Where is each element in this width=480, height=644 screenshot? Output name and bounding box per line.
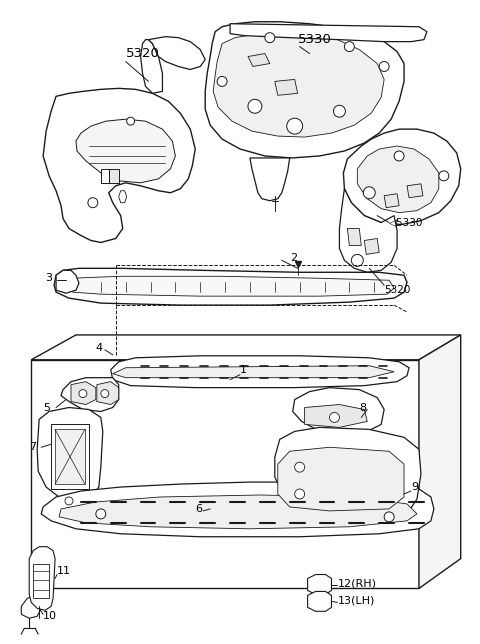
Polygon shape [275,428,421,524]
Polygon shape [55,430,85,484]
Polygon shape [71,382,96,404]
Circle shape [101,390,109,397]
Polygon shape [101,169,109,183]
Polygon shape [66,276,394,296]
Circle shape [363,187,375,199]
Polygon shape [348,229,361,245]
Circle shape [334,105,346,117]
Polygon shape [339,189,397,272]
Polygon shape [141,40,162,93]
Polygon shape [384,194,399,207]
Circle shape [329,412,339,422]
Text: 7: 7 [29,442,36,452]
Text: ◁5330: ◁5330 [389,218,423,227]
Text: 11: 11 [57,565,71,576]
Polygon shape [407,184,423,198]
Polygon shape [248,53,270,66]
Polygon shape [37,408,103,501]
Text: 8: 8 [360,402,366,413]
Polygon shape [419,335,461,589]
Polygon shape [56,270,79,293]
Circle shape [88,198,98,207]
Circle shape [394,151,404,161]
Polygon shape [111,355,409,388]
Circle shape [265,33,275,43]
Polygon shape [59,495,417,529]
Polygon shape [51,424,89,489]
Polygon shape [54,269,407,305]
Polygon shape [61,377,119,412]
Polygon shape [275,79,298,95]
Circle shape [295,489,305,499]
Polygon shape [113,366,394,377]
Text: 10: 10 [43,611,57,621]
Text: 12(RH): 12(RH) [337,578,376,589]
Polygon shape [109,169,119,183]
Circle shape [351,254,363,267]
Circle shape [96,509,106,519]
Polygon shape [31,360,419,589]
Circle shape [127,117,134,125]
Text: 5320: 5320 [126,47,159,60]
Circle shape [217,77,227,86]
Circle shape [379,62,389,71]
Polygon shape [21,596,41,618]
Polygon shape [148,37,205,70]
Circle shape [344,42,354,52]
Polygon shape [305,404,367,428]
Polygon shape [205,22,404,158]
Circle shape [287,118,302,134]
Text: 13(LH): 13(LH) [337,596,375,605]
Circle shape [248,99,262,113]
Polygon shape [33,564,49,598]
Polygon shape [308,574,332,594]
Text: 5: 5 [43,402,50,413]
Polygon shape [250,158,290,201]
Circle shape [79,390,87,397]
Text: 2: 2 [290,253,297,263]
Polygon shape [293,388,384,434]
Polygon shape [364,238,379,254]
Polygon shape [41,482,434,536]
Circle shape [65,497,73,505]
Polygon shape [97,382,119,404]
Polygon shape [230,24,427,42]
Circle shape [295,462,305,472]
Polygon shape [357,146,439,213]
Polygon shape [308,591,332,611]
Text: 4: 4 [96,343,103,353]
Text: 6: 6 [195,504,202,514]
Polygon shape [343,129,461,225]
Text: 5320: 5320 [384,285,410,295]
Circle shape [384,512,394,522]
Text: 5330: 5330 [298,33,332,46]
Polygon shape [31,335,461,360]
Polygon shape [29,547,55,611]
Polygon shape [76,119,175,183]
Text: 3: 3 [45,273,52,283]
Polygon shape [43,88,195,242]
Circle shape [439,171,449,181]
Polygon shape [278,448,404,511]
Polygon shape [119,191,127,203]
Text: 9: 9 [411,482,418,492]
Text: 1: 1 [240,365,247,375]
Polygon shape [213,32,384,137]
